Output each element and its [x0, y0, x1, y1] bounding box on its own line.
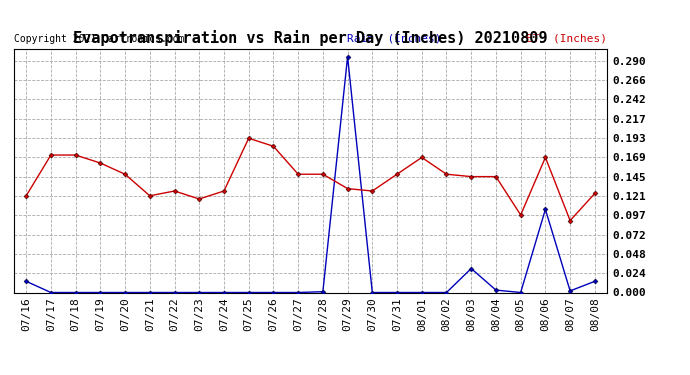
- Rain  (Inches): [591, 279, 599, 284]
- Rain  (Inches): [492, 288, 500, 292]
- ET  (Inches): [244, 136, 253, 141]
- ET  (Inches): [47, 153, 55, 157]
- ET  (Inches): [294, 172, 302, 177]
- ET  (Inches): [467, 174, 475, 179]
- ET  (Inches): [517, 213, 525, 217]
- Rain  (Inches): [244, 290, 253, 295]
- ET  (Inches): [566, 218, 574, 223]
- ET  (Inches): [220, 189, 228, 193]
- Line: Rain  (Inches): Rain (Inches): [24, 55, 597, 294]
- Rain  (Inches): [442, 290, 451, 295]
- Rain  (Inches): [467, 266, 475, 271]
- ET  (Inches): [442, 172, 451, 177]
- Rain  (Inches): [121, 290, 129, 295]
- ET  (Inches): [319, 172, 327, 177]
- Rain  (Inches): [517, 290, 525, 295]
- Rain  (Inches): [220, 290, 228, 295]
- ET  (Inches): [541, 155, 549, 160]
- Rain  (Inches): [146, 290, 154, 295]
- ET  (Inches): [22, 194, 30, 198]
- ET  (Inches): [368, 189, 377, 193]
- Rain  (Inches): [269, 290, 277, 295]
- ET  (Inches): [591, 191, 599, 196]
- ET  (Inches): [96, 161, 104, 165]
- Rain  (Inches): [170, 290, 179, 295]
- ET  (Inches): [195, 197, 204, 201]
- ET  (Inches): [492, 174, 500, 179]
- ET  (Inches): [417, 155, 426, 160]
- Rain  (Inches): [368, 290, 377, 295]
- Rain  (Inches): [72, 290, 80, 295]
- Rain  (Inches): [541, 207, 549, 212]
- Rain  (Inches): [22, 279, 30, 284]
- ET  (Inches): [393, 172, 401, 177]
- Rain  (Inches): [344, 54, 352, 59]
- ET  (Inches): [170, 189, 179, 193]
- Rain  (Inches): [96, 290, 104, 295]
- Text: Copyright 2021 Cartronics.com: Copyright 2021 Cartronics.com: [14, 34, 184, 44]
- Text: ET  (Inches): ET (Inches): [526, 34, 607, 44]
- Line: ET  (Inches): ET (Inches): [24, 136, 597, 222]
- ET  (Inches): [344, 186, 352, 191]
- Rain  (Inches): [195, 290, 204, 295]
- Rain  (Inches): [294, 290, 302, 295]
- Rain  (Inches): [393, 290, 401, 295]
- ET  (Inches): [121, 172, 129, 177]
- ET  (Inches): [146, 194, 154, 198]
- ET  (Inches): [269, 144, 277, 148]
- ET  (Inches): [72, 153, 80, 157]
- Title: Evapotranspiration vs Rain per Day (Inches) 20210809: Evapotranspiration vs Rain per Day (Inch…: [73, 30, 548, 46]
- Rain  (Inches): [319, 290, 327, 294]
- Text: Rain  (Inches): Rain (Inches): [346, 34, 441, 44]
- Rain  (Inches): [417, 290, 426, 295]
- Rain  (Inches): [47, 290, 55, 295]
- Rain  (Inches): [566, 289, 574, 293]
